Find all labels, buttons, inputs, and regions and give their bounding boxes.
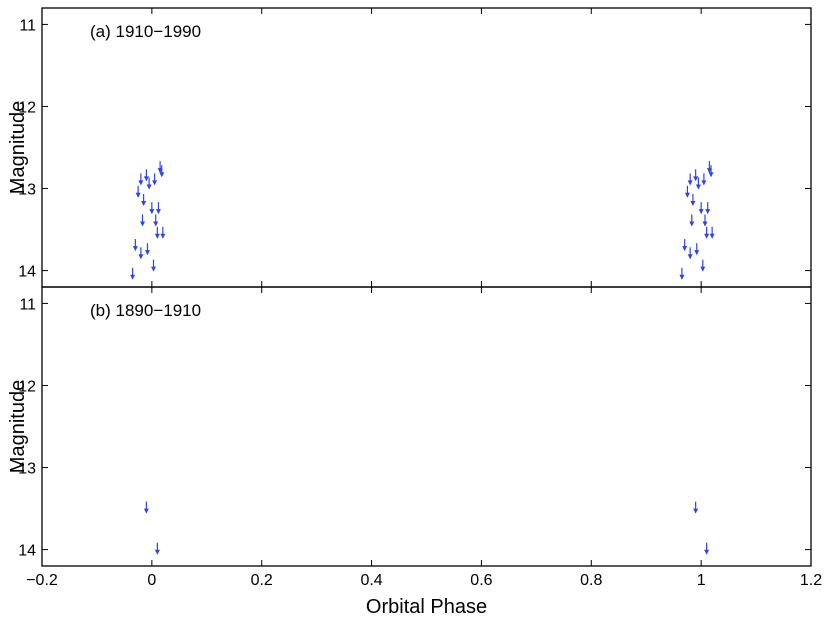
y-tick-label: 13	[18, 182, 36, 199]
panel-a: 11 12 13 14 (a) 1910−1990 Magnitude	[7, 7, 812, 288]
y-tick-label: 12	[18, 99, 36, 116]
upper-limit-arrow	[152, 173, 158, 186]
x-tick-label: 1	[697, 572, 706, 589]
upper-limit-arrow	[700, 259, 706, 272]
upper-limit-arrow	[140, 214, 146, 227]
upper-limit-arrow	[138, 247, 144, 260]
upper-limit-arrow	[143, 169, 149, 182]
upper-limit-arrow	[141, 193, 147, 206]
upper-limit-arrow	[687, 247, 693, 260]
upper-limit-arrow	[689, 214, 695, 227]
upper-limit-arrow	[693, 501, 699, 514]
upper-limit-arrow	[135, 185, 141, 198]
y-tick-label: 13	[18, 461, 36, 478]
x-tick-label: 0.8	[580, 572, 602, 589]
panel-label: (b) 1890−1910	[90, 301, 201, 320]
panel-label: (a) 1910−1990	[90, 22, 201, 41]
upper-limit-arrow	[687, 173, 693, 186]
upper-limits	[143, 501, 710, 555]
upper-limit-arrow	[679, 267, 685, 280]
upper-limit-arrow	[690, 193, 696, 206]
x-tick-label: 1.2	[800, 572, 822, 589]
upper-limit-arrow	[704, 542, 710, 555]
upper-limit-arrow	[702, 214, 708, 227]
upper-limit-arrow	[146, 177, 152, 190]
upper-limit-arrow	[154, 542, 160, 555]
upper-limit-arrow	[694, 243, 700, 256]
x-tick-label: 0.6	[470, 572, 492, 589]
upper-limit-arrow	[153, 214, 159, 227]
upper-limit-arrow	[160, 226, 166, 239]
x-tick-label: 0.2	[251, 572, 273, 589]
upper-limit-arrow	[132, 239, 138, 252]
upper-limit-arrow	[143, 501, 149, 514]
upper-limit-arrow	[149, 202, 155, 215]
upper-limit-arrow	[151, 259, 157, 272]
upper-limit-arrow	[144, 243, 150, 256]
x-tick-label: 0	[147, 572, 156, 589]
y-tick-label: 11	[19, 17, 36, 34]
x-tick-label: −0.2	[26, 572, 58, 589]
upper-limit-arrow	[154, 226, 160, 239]
upper-limit-arrow	[698, 202, 704, 215]
upper-limit-arrow	[682, 239, 688, 252]
upper-limit-arrow	[684, 185, 690, 198]
y-tick-label: 14	[18, 264, 36, 281]
y-axis-label: Magnitude	[7, 380, 29, 473]
upper-limits	[130, 161, 715, 280]
y-tick-label: 12	[18, 378, 36, 395]
y-tick-label: 14	[18, 543, 36, 560]
plot-frame	[41, 286, 812, 567]
upper-limit-arrow	[159, 165, 165, 178]
x-axis-label: Orbital Phase	[366, 596, 487, 618]
upper-limit-arrow	[695, 177, 701, 190]
upper-limit-arrow	[693, 169, 699, 182]
upper-limit-arrow	[705, 202, 711, 215]
y-tick-label: 11	[19, 296, 36, 313]
x-tick-label: 0.4	[360, 572, 382, 589]
upper-limit-arrow	[155, 202, 161, 215]
y-axis-label: Magnitude	[7, 101, 29, 194]
upper-limit-arrow	[709, 226, 715, 239]
upper-limit-arrow	[704, 226, 710, 239]
upper-limit-arrow	[701, 173, 707, 186]
upper-limit-arrow	[138, 173, 144, 186]
panel-b: 11 12 13 14 −0.2 0 0.2 0.4 0.6 0.8 1 1.2 (b) 1890−19…	[7, 286, 822, 618]
plot-frame	[41, 7, 812, 288]
upper-limit-arrow	[708, 165, 714, 178]
upper-limit-arrow	[130, 267, 136, 280]
